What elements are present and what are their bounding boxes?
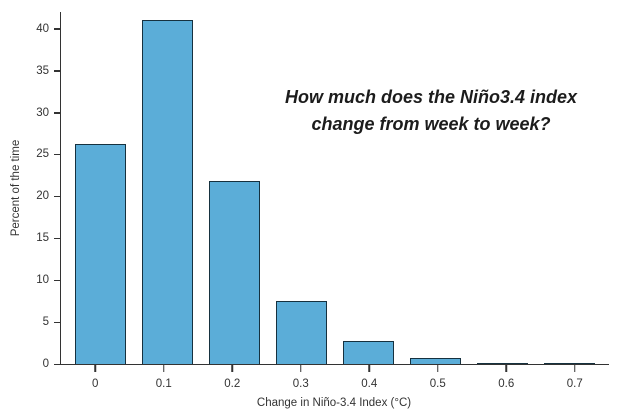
y-tick-label: 15	[36, 232, 49, 245]
x-tick-label: 0.3	[292, 378, 309, 390]
bar-0.7	[543, 362, 596, 364]
y-tick-mark	[54, 237, 61, 240]
y-tick-label: 0	[42, 358, 49, 370]
y-tick-mark	[54, 363, 61, 365]
annotation-line-1: How much does the Niño3.4 index	[284, 87, 578, 107]
bar-0.3	[275, 301, 328, 364]
bar-0.6	[476, 362, 529, 364]
x-tick-label: 0.6	[498, 378, 515, 390]
y-tick-mark	[54, 28, 61, 30]
y-tick-mark	[54, 279, 61, 282]
x-axis-label: Change in Niño-3.4 Index (°C)	[256, 397, 412, 409]
bar-0	[74, 143, 127, 364]
bar-0.4	[342, 340, 395, 364]
x-tick-label: 0	[92, 378, 99, 390]
plot-area: How much does the Niño3.4 index change f…	[36, 12, 609, 390]
x-tick-label: 0.1	[155, 378, 172, 390]
x-tick-label: 0.7	[566, 378, 583, 390]
chart-annotation: How much does the Niño3.4 index change f…	[261, 84, 601, 138]
y-tick-label: 10	[36, 274, 49, 287]
x-tick-mark	[94, 365, 96, 372]
bar-slot	[134, 12, 201, 364]
bar-0.1	[141, 20, 194, 364]
y-tick-label: 25	[36, 148, 49, 161]
y-tick-label: 20	[36, 190, 49, 203]
x-tick-label: 0.4	[361, 378, 378, 390]
x-tick-mark	[163, 365, 165, 372]
x-tick-mark	[505, 365, 507, 372]
x-tick-mark	[231, 365, 233, 372]
bar-0.5	[409, 358, 462, 364]
x-tick-mark	[437, 365, 439, 372]
bar-slot	[469, 12, 536, 364]
bar-slot	[335, 12, 402, 364]
x-tick-mark	[574, 365, 576, 372]
y-tick-mark	[54, 70, 61, 72]
bars	[61, 12, 609, 364]
bar-slot	[67, 12, 134, 364]
bar-slot	[536, 12, 603, 364]
bar-slot	[402, 12, 469, 364]
bar-slot	[268, 12, 335, 364]
y-tick-mark	[54, 195, 61, 198]
y-tick-label: 35	[36, 64, 49, 77]
bar-slot	[201, 12, 268, 364]
y-tick-label: 40	[36, 22, 49, 35]
y-tick-mark	[54, 153, 61, 156]
y-tick-label: 30	[36, 106, 49, 119]
annotation-line-2: change from week to week?	[311, 114, 551, 134]
bar-0.2	[208, 181, 261, 364]
x-tick-mark	[368, 365, 370, 372]
y-tick-mark	[54, 112, 61, 114]
x-tick-label: 0.2	[224, 378, 241, 390]
y-tick-mark	[54, 321, 61, 324]
x-tick-mark	[300, 365, 302, 372]
x-tick-label: 0.5	[429, 378, 446, 390]
y-tick-label: 5	[42, 316, 49, 329]
y-axis-label: Percent of the time	[10, 139, 22, 237]
